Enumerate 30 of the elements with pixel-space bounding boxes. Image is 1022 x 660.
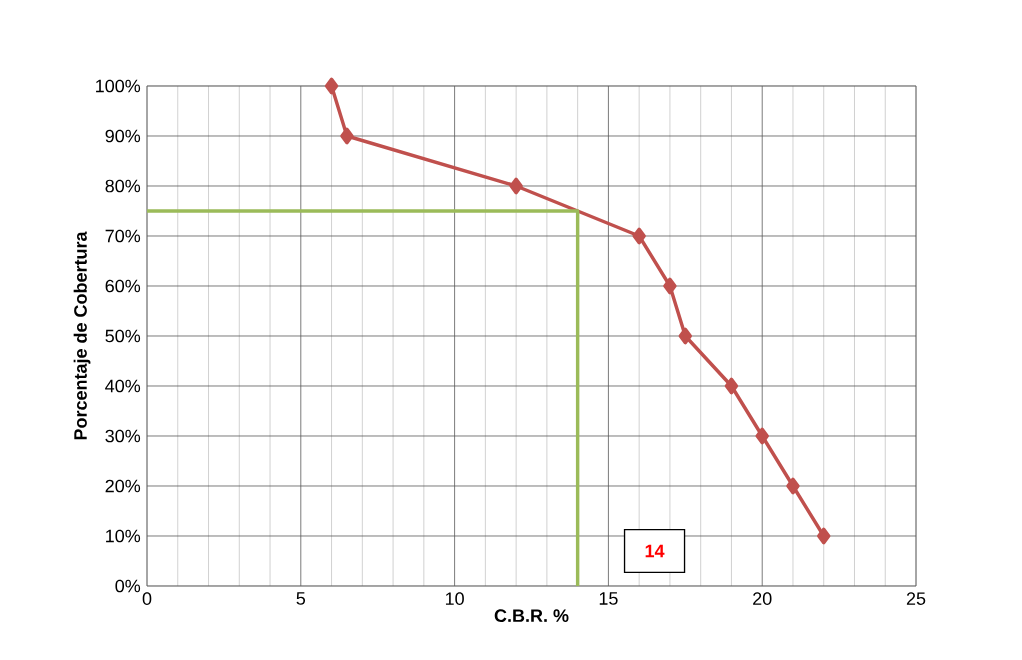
- point: [663, 277, 677, 295]
- x-tick-label: 25: [906, 592, 926, 605]
- y-tick-label: 20%: [105, 479, 141, 493]
- point: [724, 377, 739, 395]
- y-axis-title: Porcentaje de Cobertura: [73, 231, 91, 440]
- x-axis-title: C.B.R. %: [494, 609, 569, 623]
- y-tick-label: 50%: [105, 329, 141, 343]
- y-tick-label: 30%: [105, 429, 141, 443]
- y-tick-label: 10%: [106, 529, 141, 543]
- y-tick-label: 70%: [105, 229, 141, 243]
- x-tick-label: 10: [445, 592, 464, 605]
- point: [509, 177, 523, 195]
- y-tick-label: 80%: [105, 179, 141, 193]
- annotation: 14: [645, 544, 665, 558]
- point: [678, 327, 693, 345]
- y-tick-label: 0%: [115, 579, 141, 593]
- point: [817, 527, 831, 545]
- y-tick-label: 90%: [105, 129, 141, 143]
- point: [755, 427, 769, 445]
- point: [632, 227, 646, 245]
- point: [786, 477, 800, 495]
- x-tick-label: 20: [753, 592, 772, 605]
- y-tick-label: 60%: [105, 279, 141, 293]
- y-tick-label: 40%: [105, 379, 141, 393]
- x-tick-label: 5: [296, 592, 306, 605]
- point: [324, 77, 339, 95]
- x-tick-label: 15: [599, 592, 618, 605]
- x-tick-label: 0: [142, 592, 152, 605]
- point: [340, 127, 354, 145]
- y-tick-label: 100%: [96, 79, 141, 93]
